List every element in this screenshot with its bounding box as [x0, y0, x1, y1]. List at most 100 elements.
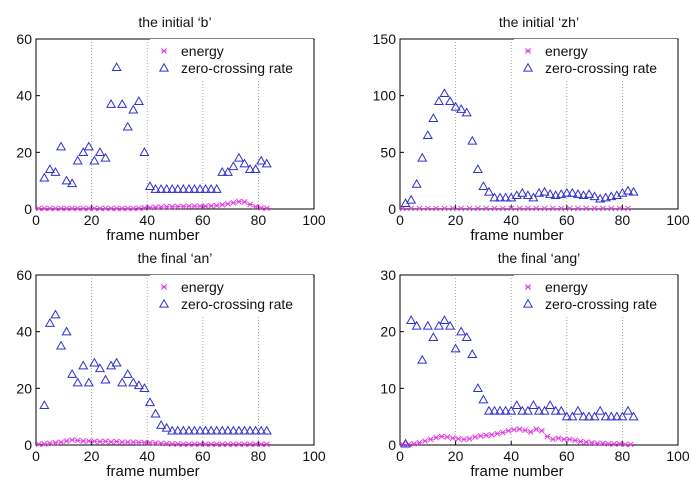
y-tick-label: 100 — [373, 88, 397, 104]
data-point — [230, 441, 237, 448]
data-point — [583, 439, 590, 446]
data-point — [424, 205, 431, 212]
x-tick-label: 20 — [84, 212, 100, 228]
data-point — [130, 439, 137, 446]
data-point — [55, 340, 67, 350]
data-point — [622, 185, 634, 195]
data-point — [41, 205, 48, 212]
data-point — [213, 202, 220, 209]
x-tick-label: 100 — [666, 212, 690, 228]
data-point — [161, 183, 172, 193]
data-point — [83, 141, 94, 151]
data-point — [588, 439, 595, 446]
data-point — [616, 205, 623, 212]
data-point — [467, 349, 478, 358]
data-point — [605, 440, 612, 447]
data-point — [85, 438, 92, 444]
data-point — [144, 397, 156, 407]
legend-label: zero-crossing rate — [545, 296, 657, 312]
data-point — [100, 374, 111, 384]
x-tick-label: 80 — [615, 448, 631, 464]
data-point — [167, 183, 178, 193]
data-point — [527, 429, 534, 435]
data-point — [211, 183, 222, 193]
data-point — [422, 320, 433, 330]
data-point — [39, 400, 50, 409]
data-point — [608, 205, 615, 212]
data-point — [549, 205, 556, 212]
data-point — [141, 439, 148, 446]
data-point — [233, 425, 245, 435]
data-point — [189, 425, 200, 435]
data-point — [594, 440, 601, 447]
data-point — [572, 189, 583, 198]
x-tick-label: 20 — [448, 212, 464, 228]
data-point — [74, 437, 81, 444]
data-point — [239, 425, 250, 435]
data-point — [156, 183, 167, 193]
data-point — [35, 205, 42, 212]
data-point — [102, 205, 109, 212]
data-point — [185, 441, 192, 448]
data-point — [200, 425, 211, 435]
data-point — [261, 158, 272, 168]
data-point — [550, 190, 561, 200]
data-point — [545, 189, 556, 198]
data-point — [522, 405, 533, 415]
data-point — [117, 98, 128, 108]
data-point — [449, 435, 456, 442]
data-point — [433, 205, 440, 212]
data-point — [606, 411, 617, 421]
data-point — [117, 377, 128, 387]
data-point — [483, 186, 495, 196]
data-point — [241, 198, 248, 205]
data-point — [100, 152, 111, 162]
data-point — [78, 147, 89, 156]
data-point — [247, 441, 254, 448]
data-point — [191, 203, 198, 210]
data-point — [474, 205, 481, 212]
legend-label: energy — [181, 279, 224, 295]
data-point — [477, 432, 484, 439]
data-point — [416, 439, 423, 446]
data-point — [556, 405, 567, 415]
triangle-marker-icon — [158, 62, 170, 72]
data-point — [439, 315, 450, 324]
data-point — [263, 205, 270, 212]
data-point — [256, 425, 267, 435]
data-point — [566, 436, 573, 443]
x-tick-label: 0 — [32, 212, 40, 228]
data-point — [119, 205, 126, 212]
data-point — [455, 435, 462, 442]
triangle-marker-icon — [158, 298, 170, 308]
data-point — [169, 203, 176, 210]
data-point — [108, 438, 115, 445]
data-point — [258, 441, 265, 448]
data-point — [80, 438, 87, 444]
y-tick-label: 40 — [16, 324, 32, 340]
legend-box — [514, 275, 677, 315]
data-point — [611, 440, 618, 447]
data-point — [627, 441, 634, 448]
data-point — [224, 200, 231, 207]
data-point — [622, 441, 629, 448]
data-point — [147, 204, 153, 211]
legend-label: zero-crossing rate — [181, 60, 293, 76]
data-point — [589, 411, 600, 421]
data-point — [456, 104, 467, 113]
data-point — [58, 439, 64, 446]
data-point — [61, 326, 72, 336]
data-point — [499, 429, 506, 436]
data-point — [197, 441, 203, 448]
data-point — [111, 62, 122, 71]
data-point — [172, 183, 183, 193]
data-point — [416, 205, 423, 212]
series-energy — [35, 436, 270, 448]
data-point — [489, 192, 500, 202]
data-point — [600, 192, 611, 202]
x-axis-label: frame number — [106, 227, 199, 244]
data-point — [545, 400, 556, 409]
data-point — [444, 320, 456, 330]
